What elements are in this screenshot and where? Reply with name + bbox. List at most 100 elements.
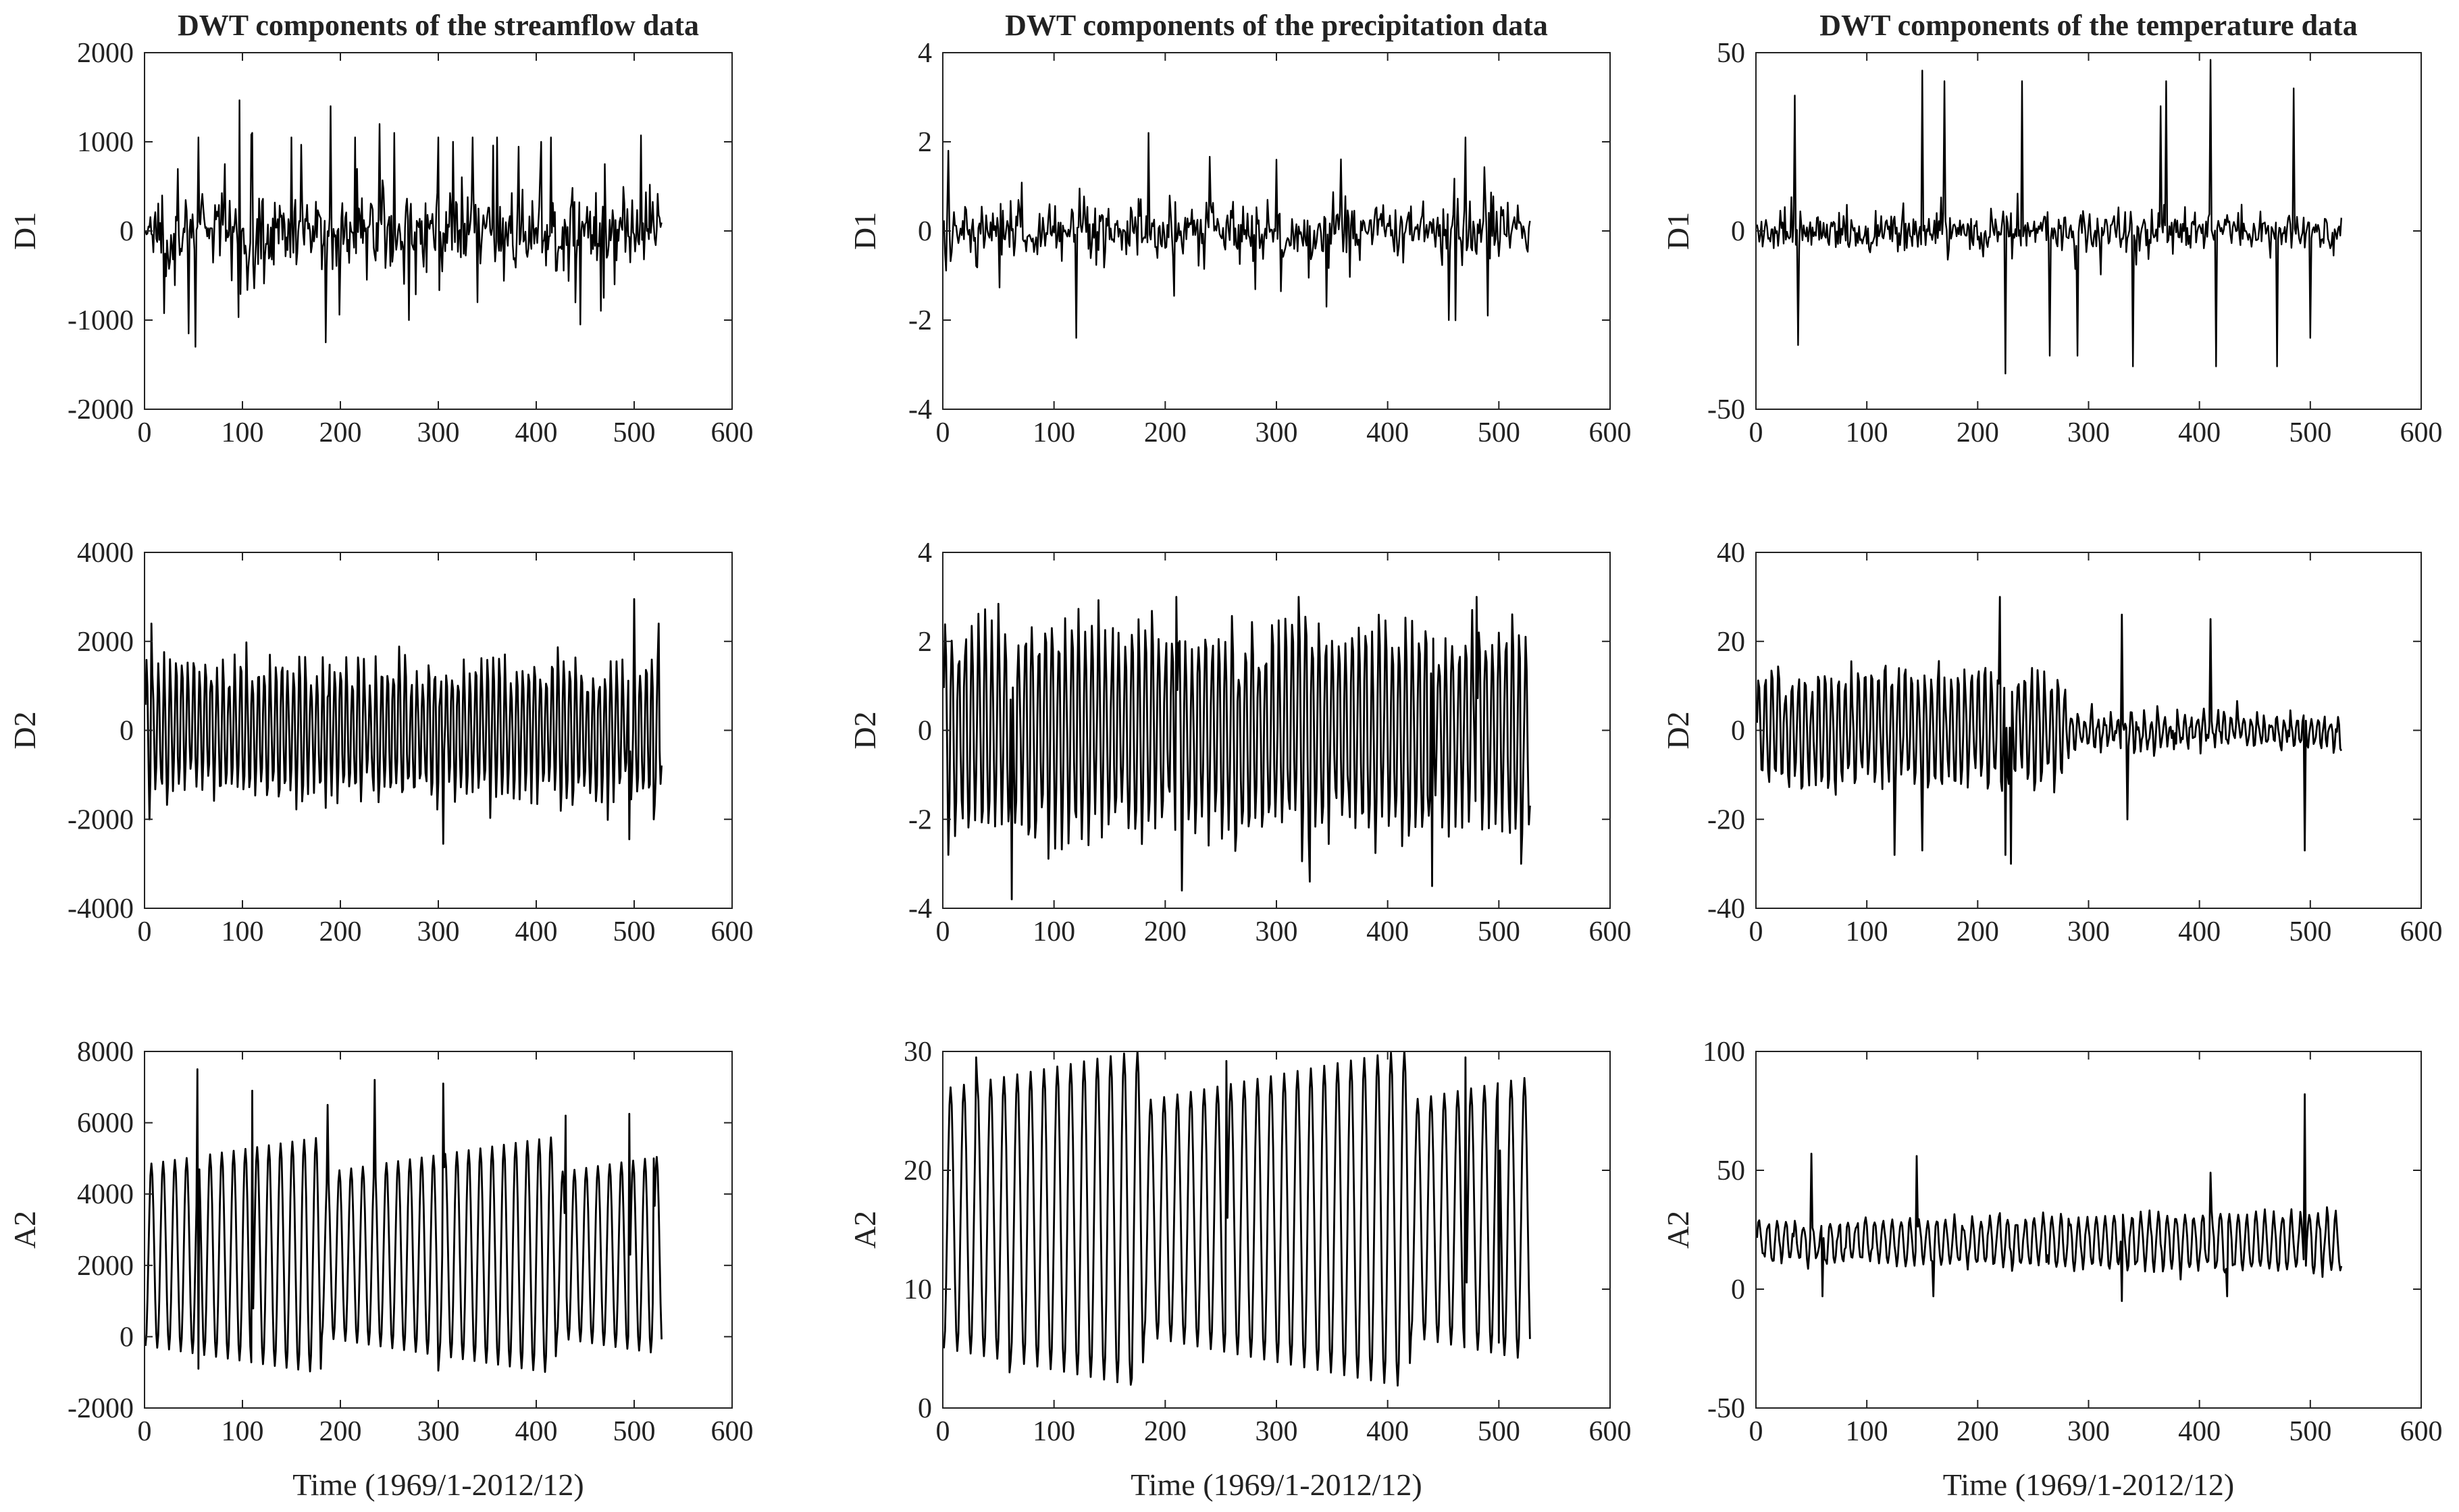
panel-1-1-ytick-label: 1000 [77,127,134,158]
panel-1-1-ytick-label: -1000 [68,305,134,336]
panel-2-2-xtick-label: 200 [1144,916,1187,947]
panel-1-2-ytick-label: -2 [908,305,932,336]
panel-1-1-ytick-label: -2000 [68,394,134,425]
panel-3-3-xtick-label: 400 [2178,1416,2221,1447]
panel-1-3-xtick-label: 100 [1846,417,1888,448]
panel-2-3-xtick-label: 500 [2289,916,2331,947]
panel-2-3-xtick-label: 200 [1957,916,1999,947]
panel-2-2-ytick-label: 0 [918,716,932,747]
panel-2-3-ytick-label: 20 [1717,627,1745,658]
panel-3-3-ytick-label: 100 [1703,1037,1745,1068]
panel-2-2-xtick-label: 0 [936,916,950,947]
panel-1-2-ylabel: D1 [848,212,882,250]
panel-3-2-xtick-label: 100 [1033,1416,1075,1447]
panel-1-2-xtick-label: 500 [1478,417,1520,448]
panel-1-1-xtick-label: 0 [138,417,152,448]
panel-3-2-xtick-label: 400 [1366,1416,1409,1447]
panel-3-3-xtick-label: 200 [1957,1416,1999,1447]
panel-3-1-ylabel: A2 [7,1211,42,1249]
panel-3-2-ytick-label: 20 [904,1155,932,1187]
panel-2-1-xtick-label: 0 [138,916,152,947]
panel-3-3-xtick-label: 500 [2289,1416,2331,1447]
panel-3-3-xtick-label: 0 [1749,1416,1763,1447]
panel-3-1-ytick-label: 8000 [77,1037,134,1068]
panel-3-2-ylabel: A2 [848,1211,882,1249]
panel-1-1-xtick-label: 300 [417,417,460,448]
panel-2-3-axes-box [1755,552,2422,909]
panel-3-3-series-line [1756,1093,2343,1302]
panel-3-1-xtick-label: 100 [222,1416,264,1447]
panel-1-3-xtick-label: 600 [2400,417,2443,448]
panel-1-1-ylabel: D1 [7,212,42,250]
panel-1-1-title: DWT components of the streamflow data [178,9,699,42]
panel-2-2-ylabel: D2 [848,711,882,749]
panel-3-3-ytick-label: 50 [1717,1155,1745,1187]
panel-2-2-xtick-label: 100 [1033,916,1075,947]
panel-2-2-xtick-label: 500 [1478,916,1520,947]
panel-2-1-ytick-label: -2000 [68,804,134,835]
panel-3-2-xtick-label: 200 [1144,1416,1187,1447]
panel-2-3-ytick-label: -40 [1707,893,1745,924]
panel-2-2-series-line [943,596,1531,901]
panel-2-1-xtick-label: 100 [222,916,264,947]
panel-3-1-xtick-label: 0 [138,1416,152,1447]
panel-2-1-xtick-label: 600 [711,916,754,947]
panel-2-3-xtick-label: 600 [2400,916,2443,947]
panel-1-3-ylabel: D1 [1661,212,1695,250]
panel-2-2-ytick-label: 2 [918,627,932,658]
panel-2-1-ytick-label: 2000 [77,627,134,658]
panel-3-1-xtick-label: 600 [711,1416,754,1447]
panel-1-3-ytick-label: 0 [1731,216,1745,247]
panel-2-3-xtick-label: 0 [1749,916,1763,947]
panel-3-1-xtick-label: 500 [613,1416,656,1447]
panel-3-1-series-line [145,1068,663,1373]
panel-3-2-xtick-label: 600 [1589,1416,1632,1447]
panel-2-3-ylabel: D2 [1661,711,1695,749]
panel-1-3-ytick-label: -50 [1707,394,1745,425]
panel-2-2-ytick-label: 4 [918,538,932,569]
panel-1-2-xtick-label: 300 [1256,417,1298,448]
panel-1-3-xtick-label: 200 [1957,417,1999,448]
panel-3-3-xtick-label: 600 [2400,1416,2443,1447]
panel-1-2-title: DWT components of the precipitation data [1005,9,1548,42]
panel-1-2-xtick-label: 0 [936,417,950,448]
panel-1-2-xtick-label: 200 [1144,417,1187,448]
panel-3-3-xtick-label: 300 [2067,1416,2110,1447]
panel-3-3-ytick-label: -50 [1707,1393,1745,1424]
panel-1-1-xtick-label: 500 [613,417,656,448]
panel-1-2-series-line [943,132,1531,339]
panel-1-3-xtick-label: 300 [2067,417,2110,448]
panel-1-1-xtick-label: 200 [319,417,362,448]
panel-1-1-series-line [145,99,663,348]
panel-3-2-xtick-label: 500 [1478,1416,1520,1447]
panel-3-1-xtick-label: 300 [417,1416,460,1447]
panel-3-2-ytick-label: 30 [904,1037,932,1068]
panel-1-3-xtick-label: 400 [2178,417,2221,448]
panel-3-1-ytick-label: 6000 [77,1108,134,1139]
panel-1-2-xtick-label: 400 [1366,417,1409,448]
panel-2-1-ytick-label: -4000 [68,893,134,924]
panel-1-2-xtick-label: 600 [1589,417,1632,448]
panel-2-3-ytick-label: 40 [1717,538,1745,569]
panel-1-2-ytick-label: 2 [918,127,932,158]
panel-2-3-series-line [1756,596,2343,865]
panel-2-2-xtick-label: 300 [1256,916,1298,947]
panel-1-3-xtick-label: 500 [2289,417,2331,448]
panel-3-3-ylabel: A2 [1661,1211,1695,1249]
panel-2-1-xtick-label: 500 [613,916,656,947]
panel-2-3-ytick-label: 0 [1731,716,1745,747]
panel-1-1-ytick-label: 2000 [77,38,134,69]
panel-3-1-ytick-label: 2000 [77,1251,134,1282]
panel-1-1-ytick-label: 0 [120,216,134,247]
panel-3-2-ytick-label: 0 [918,1393,932,1424]
panel-3-1-ytick-label: 4000 [77,1179,134,1210]
panel-1-2-ytick-label: 0 [918,216,932,247]
panel-1-1-xtick-label: 600 [711,417,754,448]
panel-1-1-xtick-label: 100 [222,417,264,448]
panel-2-2-xtick-label: 600 [1589,916,1632,947]
panel-2-1-ytick-label: 0 [120,716,134,747]
panel-1-2-ytick-label: 4 [918,38,932,69]
panel-1-3-xtick-label: 0 [1749,417,1763,448]
panel-1-3-series-line [1756,59,2342,375]
panel-2-2-ytick-label: -2 [908,804,932,835]
